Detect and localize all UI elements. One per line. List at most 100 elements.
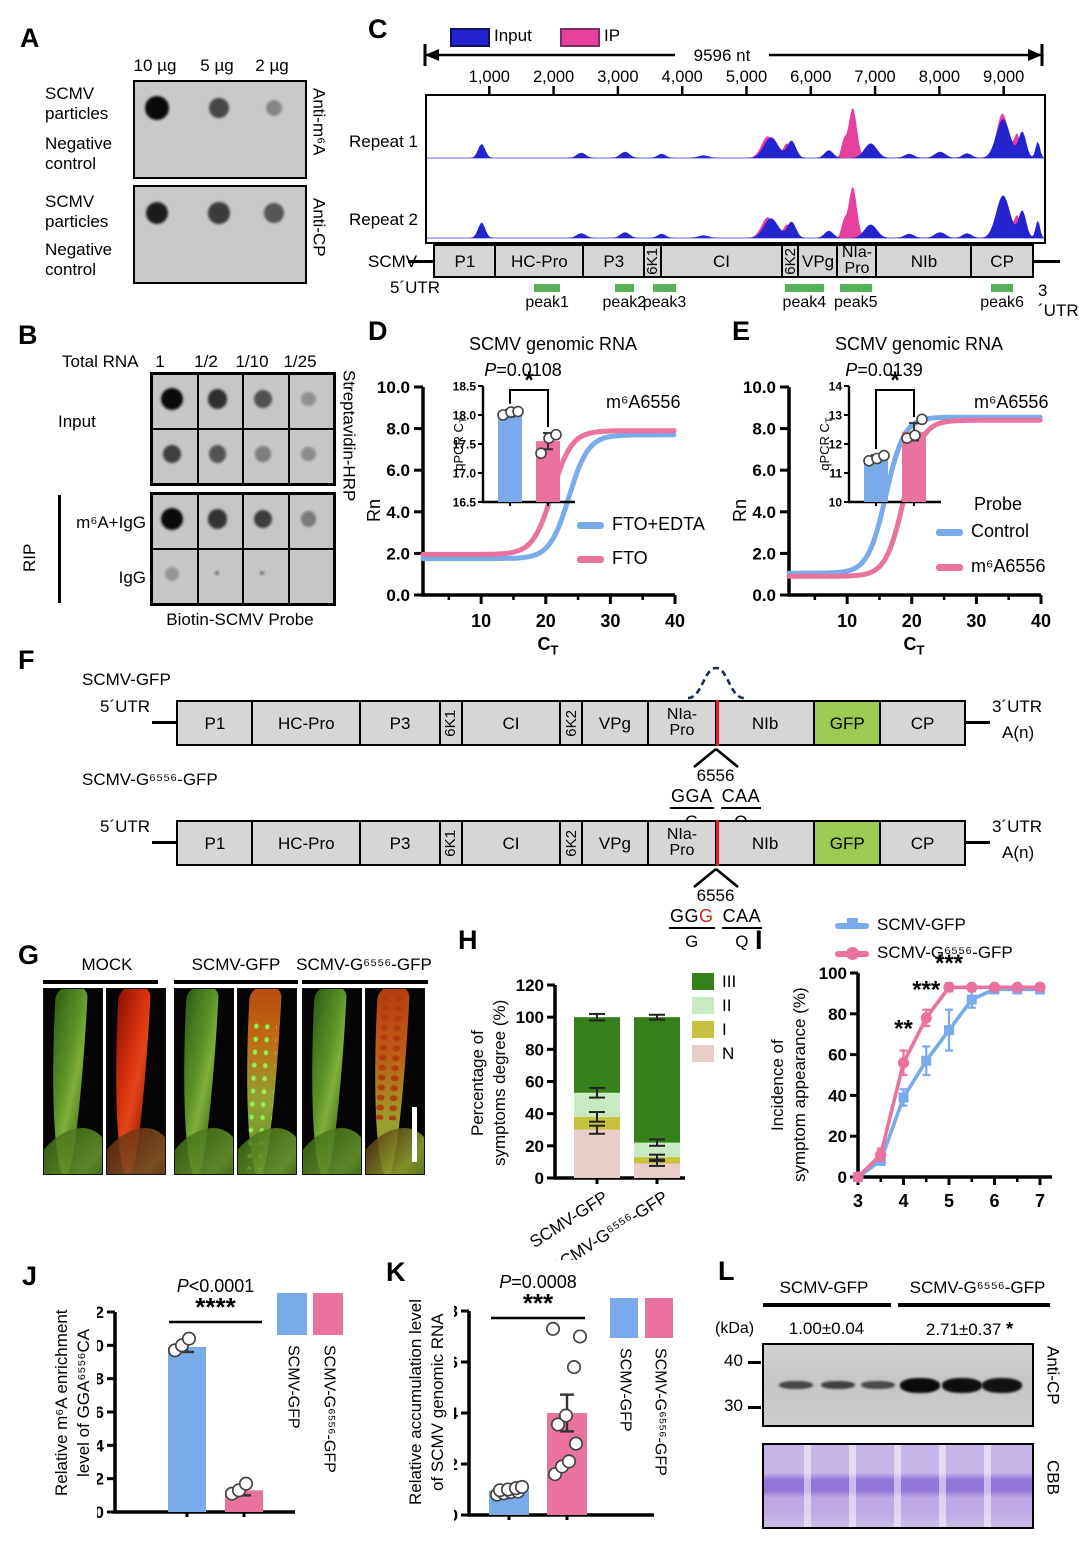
panel-j: J Relative m⁶A enrichment level of GGA⁶⁵… (12, 1245, 372, 1545)
inset-bar-FTO+EDTA (498, 413, 522, 502)
data-point (181, 1331, 197, 1346)
p-value: P=0.0008 (499, 1272, 577, 1292)
blot-dot (161, 388, 183, 410)
blot-side-label: Anti-CP (309, 198, 329, 257)
dilution-header: 1/2 (194, 352, 218, 371)
nt-tick-label: 7,000 (854, 68, 895, 86)
panel-k-ylabel-line2: of SCMV genomic RNA (428, 1313, 447, 1492)
blot-cell (197, 549, 243, 604)
leaf-image (106, 988, 166, 1175)
blot-dot (214, 571, 219, 575)
segment-label: 6K1 (644, 247, 662, 275)
leaf-image (302, 988, 362, 1175)
peak-label: peak6 (980, 294, 1024, 311)
data-point (909, 429, 921, 442)
blot-dot (260, 571, 264, 575)
tick-label: 4 (898, 1191, 908, 1211)
tick-label: 1.0 (97, 1336, 104, 1355)
segment-label: NIa- Pro (842, 245, 872, 277)
blot-cell (243, 494, 289, 549)
xlabel-main: C (903, 634, 917, 654)
panel-i-letter: I (755, 925, 763, 955)
legend-swatch-fto (577, 556, 604, 563)
legend-swatch-mutant (645, 1298, 673, 1338)
panel-g-letter: G (18, 940, 40, 970)
panel-h-letter: H (458, 925, 478, 955)
leaf-image (43, 988, 103, 1175)
group-label: SCMV-G⁶⁵⁵⁶-GFP (296, 955, 432, 974)
panel-e-annotation: m⁶A6556 (974, 392, 1049, 412)
tick-label: 0.2 (97, 1470, 104, 1489)
data-point (512, 405, 524, 418)
blot-dot (208, 202, 230, 224)
legend-label-scmv-gfp: SCMV-GFP (877, 915, 966, 934)
xlabel-sub: T (916, 642, 925, 658)
cp-band (821, 1381, 855, 1389)
tick-label: 2.0 (386, 544, 410, 563)
p-value: =0.0139 (857, 360, 923, 380)
peak-label: peak4 (782, 294, 827, 311)
segment-label: 6K2 (562, 829, 580, 857)
rip-row-label: IgG (118, 568, 146, 587)
marker-circle (920, 1012, 932, 1024)
inset-axes (847, 386, 941, 504)
tick-label: 30 (966, 611, 986, 631)
marker-circle (988, 981, 1001, 993)
segment-label: HC-Pro (277, 833, 335, 853)
panel-e-title: SCMV genomic RNA (834, 334, 1004, 354)
genome-segment-GFP: GFP (812, 700, 882, 746)
legend-label-m6a: m⁶A6556 (971, 556, 1046, 576)
tick-label: 4.0 (386, 503, 410, 522)
tick-label: 40 (1031, 611, 1051, 631)
segment-label: VPg (802, 251, 835, 271)
blot-cell (288, 374, 334, 429)
blot-dot (265, 99, 283, 117)
anti-cp-label: Anti-CP (1043, 1346, 1063, 1405)
panel-f-letter: F (18, 645, 35, 675)
genome-segments: P1 HC-Pro P3 6K1 CI 6K2 VPg NIa- Pro NIb CP (433, 244, 1035, 278)
quant-value-1: 1.00±0.04 (788, 1319, 865, 1338)
panel-f: F SCMV-GFP SCMV-G⁶⁵⁵⁶-GFP 5´UTR P1 HC-Pro P… (0, 645, 1086, 952)
legend-swatch-scmv-gfp (277, 1293, 307, 1335)
blot-dot (162, 444, 182, 464)
tick-label: 2.0 (752, 544, 776, 563)
tick-label: 0.4 (97, 1436, 105, 1455)
tick-label: 20 (525, 1137, 544, 1156)
peak-bar (534, 284, 561, 292)
panel-j-letter: J (22, 1261, 38, 1291)
marker-circle (897, 1057, 910, 1069)
marker-circle (875, 1148, 887, 1161)
genome-segment-6K2: 6K2 (558, 700, 584, 746)
genome-segment-GFP: GFP (812, 820, 882, 866)
panel-g: G MOCK SCMV-GFP SCMV-G⁶⁵⁵⁶-GFP (0, 930, 450, 1240)
utr5-line (152, 841, 176, 844)
blot-dot (255, 446, 271, 462)
input-coverage-2 (427, 195, 1044, 238)
segment-label: NIa- Pro (667, 827, 697, 859)
xlabel-main: C (537, 634, 551, 654)
panel-e-ylabel: Rn (730, 498, 750, 522)
legend-marker-square (847, 918, 858, 929)
rip-bracket-line (58, 495, 61, 603)
peak-bar (990, 284, 1014, 292)
segment-label: NIa- Pro (667, 707, 697, 739)
group-underline (763, 1303, 891, 1307)
group-header-mutant: SCMV-G⁶⁵⁵⁶-GFP (909, 1278, 1046, 1297)
data-point (572, 1329, 588, 1344)
span-length-label: 9596 nt (694, 46, 751, 65)
genome-segment-HCPro: HC-Pro (494, 244, 585, 278)
data-point (550, 1417, 566, 1432)
tick-label: 6 (454, 1353, 458, 1372)
codon-half: GGG G (669, 906, 715, 952)
tick-label: 2 (454, 1455, 458, 1474)
genome-row: P1 HC-Pro P3 6K1 CI 6K2 VPg NIa- Pro NIb GFP CP (176, 700, 967, 746)
panel-d-letter: D (368, 316, 388, 346)
data-point (561, 1454, 577, 1469)
codon-letter: G (699, 906, 714, 926)
p-value: =0.0108 (496, 360, 562, 380)
genome-segment-HCPro: HC-Pro (251, 820, 362, 866)
row-label: control (45, 260, 97, 279)
genome-row: P1 HC-Pro P3 6K1 CI 6K2 VPg NIa- Pro NIb GFP CP (176, 820, 967, 866)
peak-bar (785, 284, 824, 292)
